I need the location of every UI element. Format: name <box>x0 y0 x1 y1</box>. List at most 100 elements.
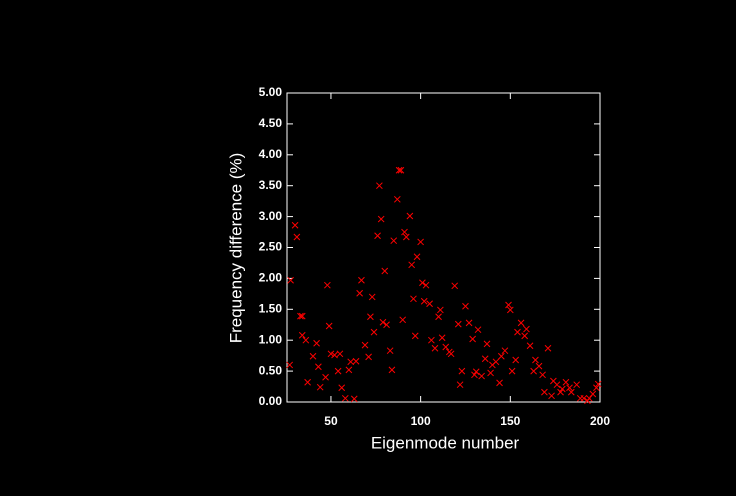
scatter-point <box>483 340 491 348</box>
scatter-point <box>557 388 564 396</box>
scatter-point <box>548 392 555 400</box>
scatter-point <box>456 381 464 389</box>
scatter-point <box>553 381 561 389</box>
scatter-point <box>352 357 360 365</box>
scatter-point <box>501 347 509 355</box>
scatter-point <box>322 373 329 381</box>
scatter-point <box>401 228 408 236</box>
scatter-point <box>393 195 401 203</box>
scatter-point <box>442 343 450 351</box>
y-tick-label: 4.00 <box>259 147 283 161</box>
scatter-point <box>315 363 322 371</box>
scatter-point <box>377 215 385 223</box>
scatter-point <box>338 384 346 392</box>
scatter-point <box>462 302 469 310</box>
scatter-point <box>376 182 383 190</box>
scatter-point <box>347 358 355 366</box>
scatter-point <box>383 321 390 329</box>
scatter-point <box>523 325 530 333</box>
scatter-point <box>316 383 324 391</box>
scatter-point <box>535 362 543 370</box>
scatter-point <box>580 394 588 402</box>
scatter-point <box>410 295 417 303</box>
scatter-point <box>497 352 505 360</box>
y-tick-label: 0.50 <box>259 363 283 377</box>
y-tick-label: 1.50 <box>259 301 283 315</box>
scatter-point <box>374 232 381 240</box>
scatter-point <box>573 381 581 389</box>
scatter-point <box>298 312 306 320</box>
scatter-point <box>304 378 311 386</box>
scatter-point <box>474 326 482 334</box>
scatter-point <box>447 350 455 358</box>
y-tick-label: 4.50 <box>259 116 283 130</box>
scatter-point <box>471 371 478 379</box>
scatter-point <box>370 328 378 336</box>
scatter-point <box>331 351 338 359</box>
scatter-point <box>402 233 410 241</box>
x-tick-label: 200 <box>590 414 610 428</box>
scatter-point <box>481 355 489 363</box>
scatter-point <box>287 276 294 284</box>
scatter-point <box>593 384 600 392</box>
scatter-point <box>395 166 403 174</box>
scatter-point <box>435 313 442 321</box>
scatter-point <box>431 344 439 352</box>
scatter-point <box>514 328 521 336</box>
scatter-point <box>492 358 500 366</box>
scatter-point <box>293 233 301 241</box>
y-tick-label: 2.00 <box>259 271 283 285</box>
scatter-point <box>472 368 480 376</box>
y-tick-label: 5.00 <box>259 85 283 99</box>
scatter-point <box>365 353 372 361</box>
scatter-point <box>336 350 344 358</box>
scatter-point <box>356 289 363 297</box>
scatter-point <box>327 350 335 358</box>
scatter-point <box>313 339 320 347</box>
scatter-point <box>585 394 593 402</box>
scatter-point <box>496 379 503 387</box>
scatter-point <box>286 361 294 369</box>
scatter-point <box>530 367 537 375</box>
scatter-point <box>325 322 333 330</box>
scatter-point <box>589 390 597 398</box>
x-tick-label: 150 <box>500 414 520 428</box>
y-tick-label: 3.00 <box>259 209 283 223</box>
scatter-point <box>594 380 602 388</box>
scatter-point <box>379 318 387 326</box>
scatter-point <box>558 385 566 393</box>
scatter-point <box>469 335 477 343</box>
x-tick-label: 100 <box>411 414 431 428</box>
scatter-point <box>302 336 310 344</box>
scatter-point <box>413 253 421 261</box>
y-tick-label: 1.00 <box>259 332 283 346</box>
scatter-point <box>297 312 304 320</box>
scatter-point <box>420 297 428 305</box>
y-axis-label: Frequency difference (%) <box>226 153 245 344</box>
scatter-point <box>526 342 534 350</box>
scatter-point <box>465 319 473 327</box>
scatter-point <box>309 352 317 360</box>
scatter-point <box>539 371 546 379</box>
scatter-point <box>386 347 394 355</box>
scatter-point <box>422 281 430 289</box>
scatter-point <box>426 300 433 308</box>
x-tick-label: 50 <box>324 414 338 428</box>
y-tick-label: 3.50 <box>259 178 283 192</box>
scatter-point <box>517 319 525 327</box>
scatter-point <box>397 166 405 174</box>
scatter-point <box>381 267 389 275</box>
scatter-point <box>521 332 529 340</box>
scatter-point <box>417 238 424 246</box>
scatter-point <box>324 281 331 289</box>
scatter-point <box>451 282 459 290</box>
scatter-point <box>411 332 419 340</box>
scatter-point <box>408 261 416 269</box>
scatter-point <box>438 334 446 342</box>
scatter-point <box>454 320 462 328</box>
scatter-point <box>345 366 353 374</box>
scatter-point <box>544 344 552 352</box>
scatter-point <box>341 394 349 402</box>
